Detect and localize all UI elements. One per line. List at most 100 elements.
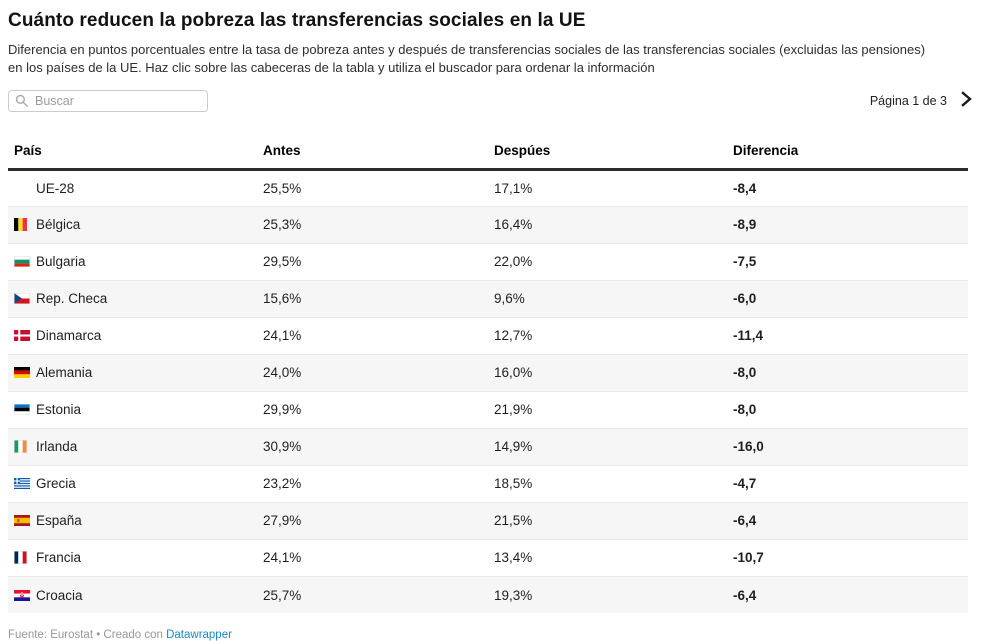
country-cell: UE-28 [8, 169, 257, 206]
country-label: Rep. Checa [36, 291, 108, 307]
country-cell: Croacia [8, 575, 257, 614]
antes-cell: 15,6% [257, 279, 488, 318]
despues-cell: 16,4% [488, 205, 727, 244]
flag-france-icon [14, 551, 30, 565]
table-row: Irlanda 30,9% 14,9% -16,0 [8, 427, 968, 466]
diferencia-cell: -8,0 [727, 390, 968, 429]
table-row: Dinamarca 24,1% 12,7% -11,4 [8, 316, 968, 355]
country-cell: Francia [8, 538, 257, 577]
diferencia-cell: -16,0 [727, 427, 968, 466]
pagination-label: Página 1 de 3 [869, 93, 947, 108]
despues-cell: 17,1% [494, 180, 533, 196]
antes-cell: 24,0% [257, 353, 488, 392]
search-box [8, 89, 208, 112]
source-text: Fuente: Eurostat • Creado con [8, 629, 163, 641]
diferencia-cell: -6,4 [727, 575, 968, 614]
despues-cell: 21,9% [488, 390, 727, 429]
despues-cell: 22,0% [488, 242, 727, 281]
despues-cell: 9,6% [488, 279, 727, 318]
diferencia-cell: -6,0 [727, 279, 968, 318]
diferencia-cell: -10,7 [727, 538, 968, 577]
next-page-button[interactable] [959, 89, 974, 112]
flag-ireland-icon [14, 440, 30, 454]
table-row: Croacia 25,7% 19,3% -6,4 [8, 575, 968, 614]
country-cell: Dinamarca [8, 316, 257, 355]
country-label: Dinamarca [36, 328, 102, 344]
column-header-antes[interactable]: Antes [257, 136, 488, 171]
flag-estonia-icon [14, 403, 30, 417]
table-row: Alemania 24,0% 16,0% -8,0 [8, 353, 968, 392]
antes-cell: 25,5% [263, 180, 302, 196]
flag-denmark-icon [14, 329, 30, 343]
country-label: España [36, 513, 82, 529]
flag-bulgaria-icon [14, 255, 30, 269]
table-row: UE-28 25,5% 17,1% -8,4 [8, 169, 968, 206]
antes-cell: 29,5% [257, 242, 488, 281]
diferencia-cell: -8,4 [733, 180, 757, 196]
country-cell: Bélgica [8, 205, 257, 244]
datawrapper-link[interactable]: Datawrapper [166, 629, 232, 641]
despues-cell: 16,0% [488, 353, 727, 392]
country-label: Grecia [36, 476, 76, 492]
country-cell: Rep. Checa [8, 279, 257, 318]
source-line: Fuente: Eurostat • Creado con Datawrappe… [8, 629, 974, 641]
antes-cell: 24,1% [257, 316, 488, 355]
table-row: Bulgaria 29,5% 22,0% -7,5 [8, 242, 968, 281]
diferencia-cell: -4,7 [727, 464, 968, 503]
country-label: Francia [36, 550, 82, 566]
diferencia-cell: -7,5 [727, 242, 968, 281]
despues-cell: 13,4% [488, 538, 727, 577]
diferencia-cell: -11,4 [727, 316, 968, 355]
table-row: España 27,9% 21,5% -6,4 [8, 501, 968, 540]
chevron-right-icon [961, 91, 972, 110]
column-header-diferencia[interactable]: Diferencia [727, 136, 968, 171]
flag-croatia-icon [14, 588, 30, 602]
country-cell: España [8, 501, 257, 540]
table-row: Bélgica 25,3% 16,4% -8,9 [8, 205, 968, 244]
country-label: Irlanda [36, 439, 78, 455]
pagination: Página 1 de 3 [870, 89, 974, 112]
flag-germany-icon [14, 366, 30, 380]
despues-cell: 21,5% [488, 501, 727, 540]
diferencia-cell: -6,4 [727, 501, 968, 540]
antes-cell: 30,9% [257, 427, 488, 466]
antes-cell: 24,1% [257, 538, 488, 577]
antes-cell: 25,3% [257, 205, 488, 244]
despues-cell: 19,3% [488, 575, 727, 614]
flag-placeholder [14, 181, 30, 195]
table-body: UE-28 25,5% 17,1% -8,4 Bélgica 25,3% 16,… [8, 169, 968, 614]
antes-cell: 27,9% [257, 501, 488, 540]
country-cell: Irlanda [8, 427, 257, 466]
country-cell: Estonia [8, 390, 257, 429]
page-title: Cuánto reducen la pobreza las transferen… [8, 10, 586, 31]
antes-cell: 23,2% [257, 464, 488, 503]
flag-spain-icon [14, 514, 30, 528]
country-label: Bulgaria [36, 254, 86, 270]
search-input[interactable] [8, 89, 208, 112]
country-cell: Bulgaria [8, 242, 257, 281]
table-header-row: País Antes Despúes Diferencia [8, 136, 968, 171]
table-controls: Página 1 de 3 [8, 89, 974, 113]
flag-greece-icon [14, 477, 30, 491]
column-header-pais[interactable]: País [8, 136, 257, 171]
column-header-despues[interactable]: Despúes [488, 136, 727, 171]
despues-cell: 14,9% [488, 427, 727, 466]
flag-belgium-icon [14, 218, 30, 232]
diferencia-cell: -8,0 [727, 353, 968, 392]
table-row: Grecia 23,2% 18,5% -4,7 [8, 464, 968, 503]
table-row: Francia 24,1% 13,4% -10,7 [8, 538, 968, 577]
despues-cell: 18,5% [488, 464, 727, 503]
despues-cell: 12,7% [488, 316, 727, 355]
flag-czechia-icon [14, 292, 30, 306]
data-table: País Antes Despúes Diferencia UE-28 25,5… [8, 136, 968, 614]
country-label: Alemania [36, 365, 93, 381]
country-cell: Alemania [8, 353, 257, 392]
country-label: Bélgica [36, 217, 81, 233]
country-label: UE-28 [36, 180, 75, 196]
antes-cell: 25,7% [257, 575, 488, 614]
table-row: Rep. Checa 15,6% 9,6% -6,0 [8, 279, 968, 318]
table-row: Estonia 29,9% 21,9% -8,0 [8, 390, 968, 429]
diferencia-cell: -8,9 [727, 205, 968, 244]
page-subtitle: Diferencia en puntos porcentuales entre … [8, 42, 926, 75]
